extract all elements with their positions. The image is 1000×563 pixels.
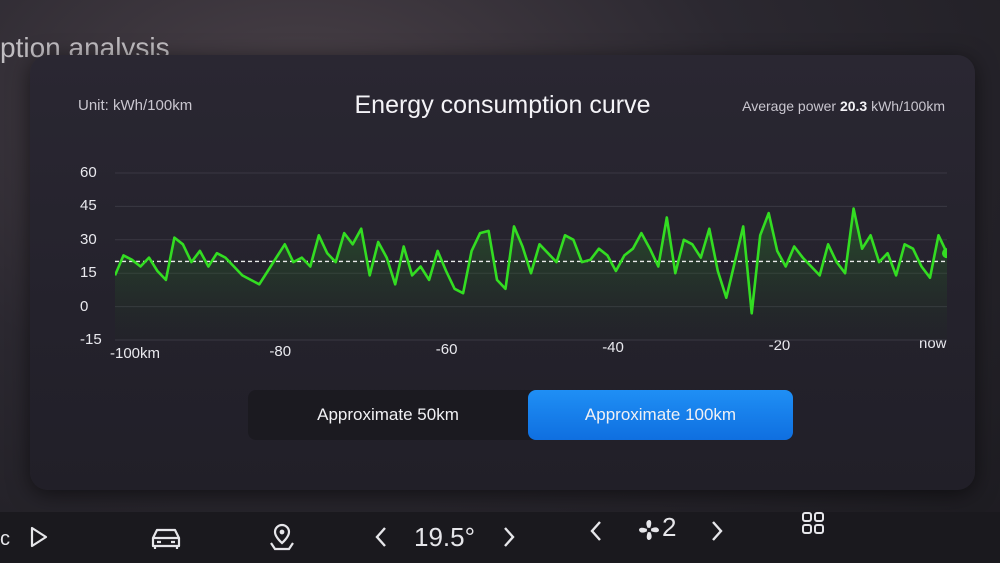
x-tick-label: -60 [435,341,458,358]
distance-range-toggle: Approximate 50km Approximate 100km [248,390,793,440]
average-power-value: 20.3 [839,98,868,114]
consumption-series-line [115,207,947,315]
approximate-50km-button[interactable]: Approximate 50km [248,390,528,440]
energy-consumption-panel: Unit: kWh/100km Energy consumption curve… [30,55,975,490]
x-tick-label: -80 [269,343,292,360]
y-tick-label: -15 [80,331,102,348]
y-tick-label: 45 [80,197,97,215]
bottom-left-fragment: c [0,528,10,550]
fan-increase-icon[interactable] [708,518,726,544]
temperature-decrease-icon[interactable] [372,524,390,550]
cabin-temperature: 19.5° [414,522,476,552]
y-tick-label: 30 [80,230,97,248]
play-icon[interactable] [28,525,50,549]
x-tick-label: -20 [768,337,791,354]
average-power: Average power 20.3 kWh/100km [742,98,945,114]
temperature-increase-icon[interactable] [500,524,518,550]
fan-speed-level: 2 [662,512,677,542]
chart-title: Energy consumption curve [354,91,651,119]
car-icon[interactable] [148,524,184,552]
consumption-line-chart [115,172,947,341]
x-tick-label: -40 [602,339,624,356]
fan-decrease-icon[interactable] [587,518,605,544]
approximate-100km-button[interactable]: Approximate 100km [528,390,793,440]
x-tick-label: -100km [110,345,161,362]
unit-label: Unit: kWh/100km [78,97,193,114]
average-power-prefix: Average power [742,98,837,114]
fan-icon [636,517,662,543]
y-tick-label: 0 [80,297,89,315]
y-tick-label: 60 [80,164,97,181]
y-tick-label: 15 [80,264,97,282]
bottom-control-bar: c 19.5° 2 [0,512,1000,563]
average-power-unit: kWh/100km [871,98,945,114]
navigation-pin-icon[interactable] [268,522,296,552]
apps-grid-icon[interactable] [800,510,826,536]
current-value-marker [942,248,947,259]
